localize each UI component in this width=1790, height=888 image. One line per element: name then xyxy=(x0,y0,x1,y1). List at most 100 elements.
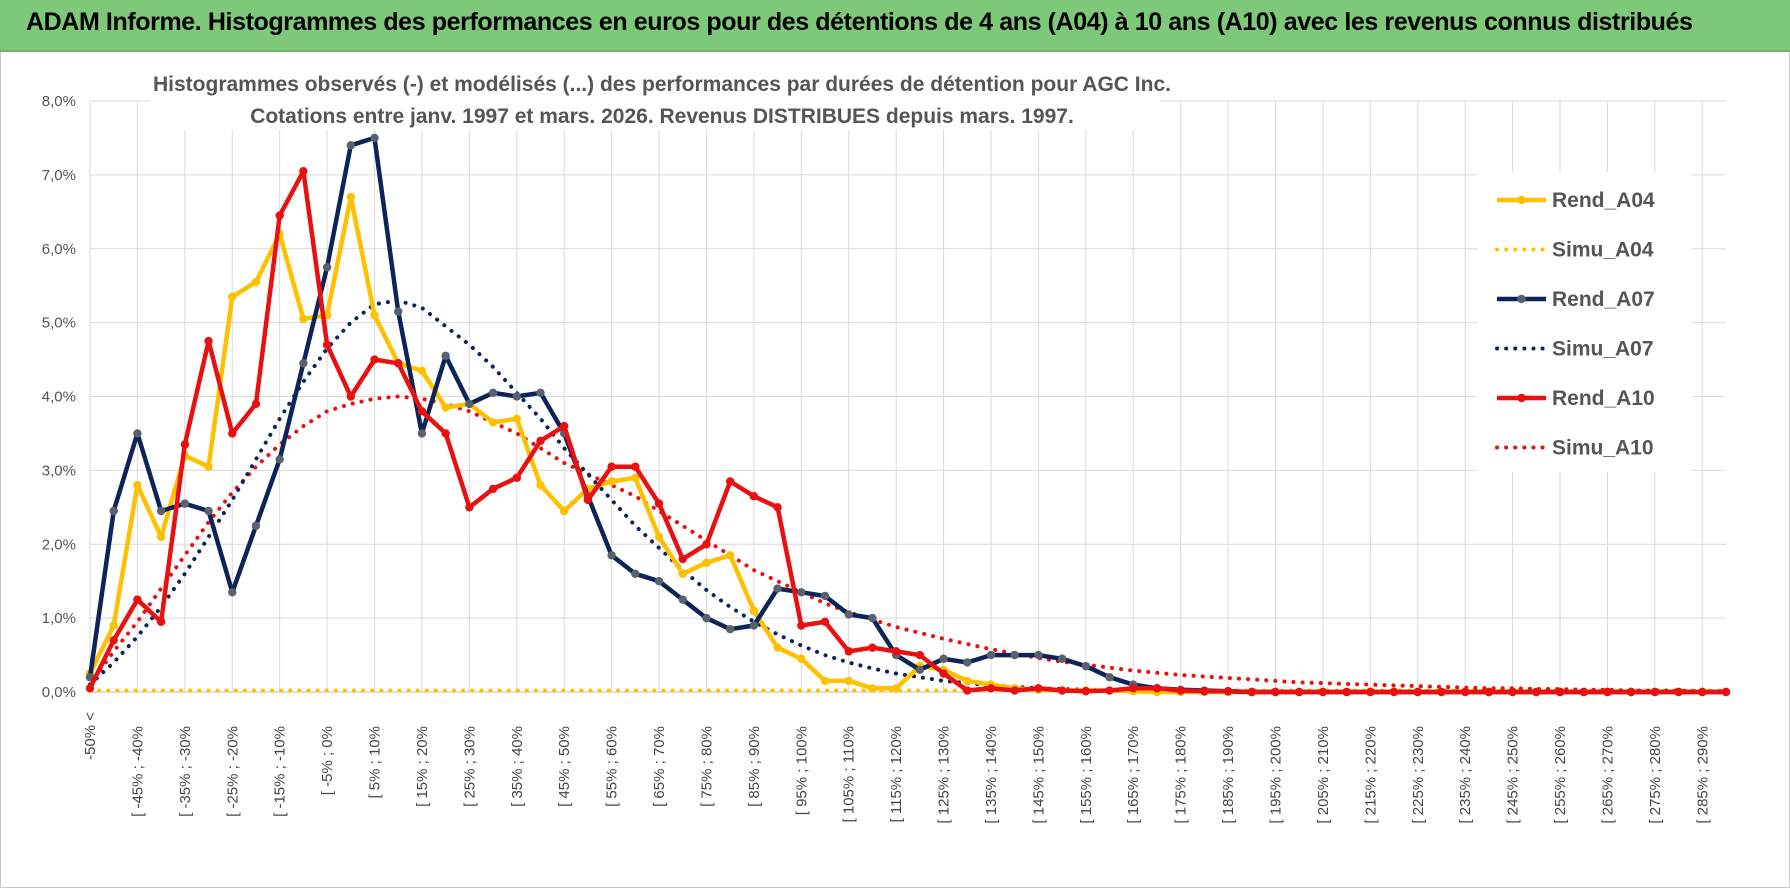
y-tick-label: 6,0% xyxy=(42,241,76,258)
series-Simu_A10 xyxy=(88,394,1728,694)
x-tick-label: [ 75% ; 80% xyxy=(698,726,715,807)
legend-marker xyxy=(1517,393,1526,403)
data-point xyxy=(963,658,972,667)
x-tick-label: [ 175% ; 180% xyxy=(1173,726,1190,824)
x-tick-label: [ 135% ; 140% xyxy=(983,726,1000,824)
data-point xyxy=(109,636,118,645)
y-tick-label: 4,0% xyxy=(42,389,76,406)
data-point xyxy=(85,684,95,693)
data-point xyxy=(891,684,901,693)
data-point xyxy=(1034,650,1043,660)
data-point xyxy=(1200,687,1209,696)
data-point xyxy=(465,399,474,409)
data-point xyxy=(963,686,972,695)
data-point xyxy=(299,166,308,176)
data-point xyxy=(797,621,806,630)
data-point xyxy=(322,263,332,272)
data-point xyxy=(394,307,403,316)
data-point xyxy=(156,506,166,516)
x-tick-label: [ 235% ; 240% xyxy=(1457,726,1474,824)
legend-marker xyxy=(1517,294,1526,304)
legend-item-Simu_A07: Simu_A07 xyxy=(1495,338,1654,361)
x-tick-label: [ 105% ; 110% xyxy=(841,726,858,822)
x-tick-label: [ -25% ; -20% xyxy=(224,726,241,817)
data-point xyxy=(536,388,545,398)
x-tick-label: [ 35% ; 40% xyxy=(509,726,526,807)
data-point xyxy=(820,591,830,601)
data-point xyxy=(1105,686,1114,695)
data-point xyxy=(417,366,427,375)
data-point xyxy=(797,588,806,597)
data-point xyxy=(370,311,379,320)
x-tick-label: [ 285% ; 290% xyxy=(1694,726,1711,824)
data-point xyxy=(868,613,877,623)
data-point xyxy=(773,503,782,512)
data-point xyxy=(820,676,830,686)
y-axis-ticks: 0,0% 1,0% 2,0% 3,0% 4,0% 5,0% 6,0% 7,0% 8,0% xyxy=(42,93,76,701)
series-line-Simu_A07 xyxy=(88,298,1728,694)
data-point xyxy=(702,540,711,549)
data-point xyxy=(1437,687,1446,697)
data-point xyxy=(1603,687,1612,697)
data-point xyxy=(156,532,166,542)
x-tick-label: [ 275% ; 280% xyxy=(1647,726,1664,824)
data-point xyxy=(536,436,545,446)
data-point xyxy=(654,532,664,542)
data-point xyxy=(133,595,142,604)
series-line-Rend_A10 xyxy=(87,168,1726,695)
data-point xyxy=(678,569,687,578)
data-point xyxy=(204,506,213,516)
data-point xyxy=(346,141,356,150)
data-point xyxy=(488,418,498,427)
data-point xyxy=(915,665,925,675)
data-point xyxy=(1010,650,1019,660)
data-point xyxy=(228,292,237,301)
data-point xyxy=(654,576,664,586)
data-point xyxy=(607,462,616,471)
data-point xyxy=(109,621,118,630)
data-point xyxy=(299,314,308,324)
y-tick-label: 8,0% xyxy=(42,93,76,110)
data-point xyxy=(1223,687,1233,696)
y-tick-label: 7,0% xyxy=(42,167,76,184)
data-point xyxy=(749,492,759,501)
legend-item-Simu_A10: Simu_A10 xyxy=(1495,437,1654,460)
data-point xyxy=(322,340,332,349)
x-tick-label: [ 225% ; 230% xyxy=(1410,726,1427,824)
data-point xyxy=(749,606,759,615)
data-point xyxy=(1318,687,1328,697)
data-point xyxy=(394,359,403,368)
x-tick-label: [ 95% ; 100% xyxy=(793,726,810,815)
data-point xyxy=(725,477,735,486)
data-point xyxy=(773,584,782,593)
data-point xyxy=(820,617,830,627)
data-point xyxy=(251,399,261,409)
data-point xyxy=(1626,687,1636,697)
x-tick-label: [ 255% ; 260% xyxy=(1552,726,1569,824)
data-point xyxy=(133,429,142,438)
data-point xyxy=(441,351,450,361)
data-point xyxy=(844,610,853,619)
data-point xyxy=(1057,686,1067,695)
data-point xyxy=(370,133,379,143)
data-point xyxy=(1721,687,1731,697)
legend-label: Rend_A07 xyxy=(1552,288,1655,311)
data-point xyxy=(1129,684,1138,693)
data-point xyxy=(1295,687,1304,697)
data-point xyxy=(441,429,450,438)
legend-label: Simu_A10 xyxy=(1552,437,1654,460)
y-tick-label: 5,0% xyxy=(42,315,76,332)
data-point xyxy=(607,551,616,560)
data-point xyxy=(631,569,640,578)
data-point xyxy=(1484,687,1494,697)
legend-item-Rend_A10: Rend_A10 xyxy=(1497,387,1655,410)
data-point xyxy=(986,650,996,660)
legend-label: Rend_A04 xyxy=(1552,189,1655,212)
data-point xyxy=(702,558,711,567)
x-tick-label: [ 165% ; 170% xyxy=(1125,726,1142,824)
data-point xyxy=(844,676,853,686)
data-point xyxy=(1105,673,1114,682)
series-Rend_A10 xyxy=(85,166,1731,697)
data-point xyxy=(1674,687,1683,697)
